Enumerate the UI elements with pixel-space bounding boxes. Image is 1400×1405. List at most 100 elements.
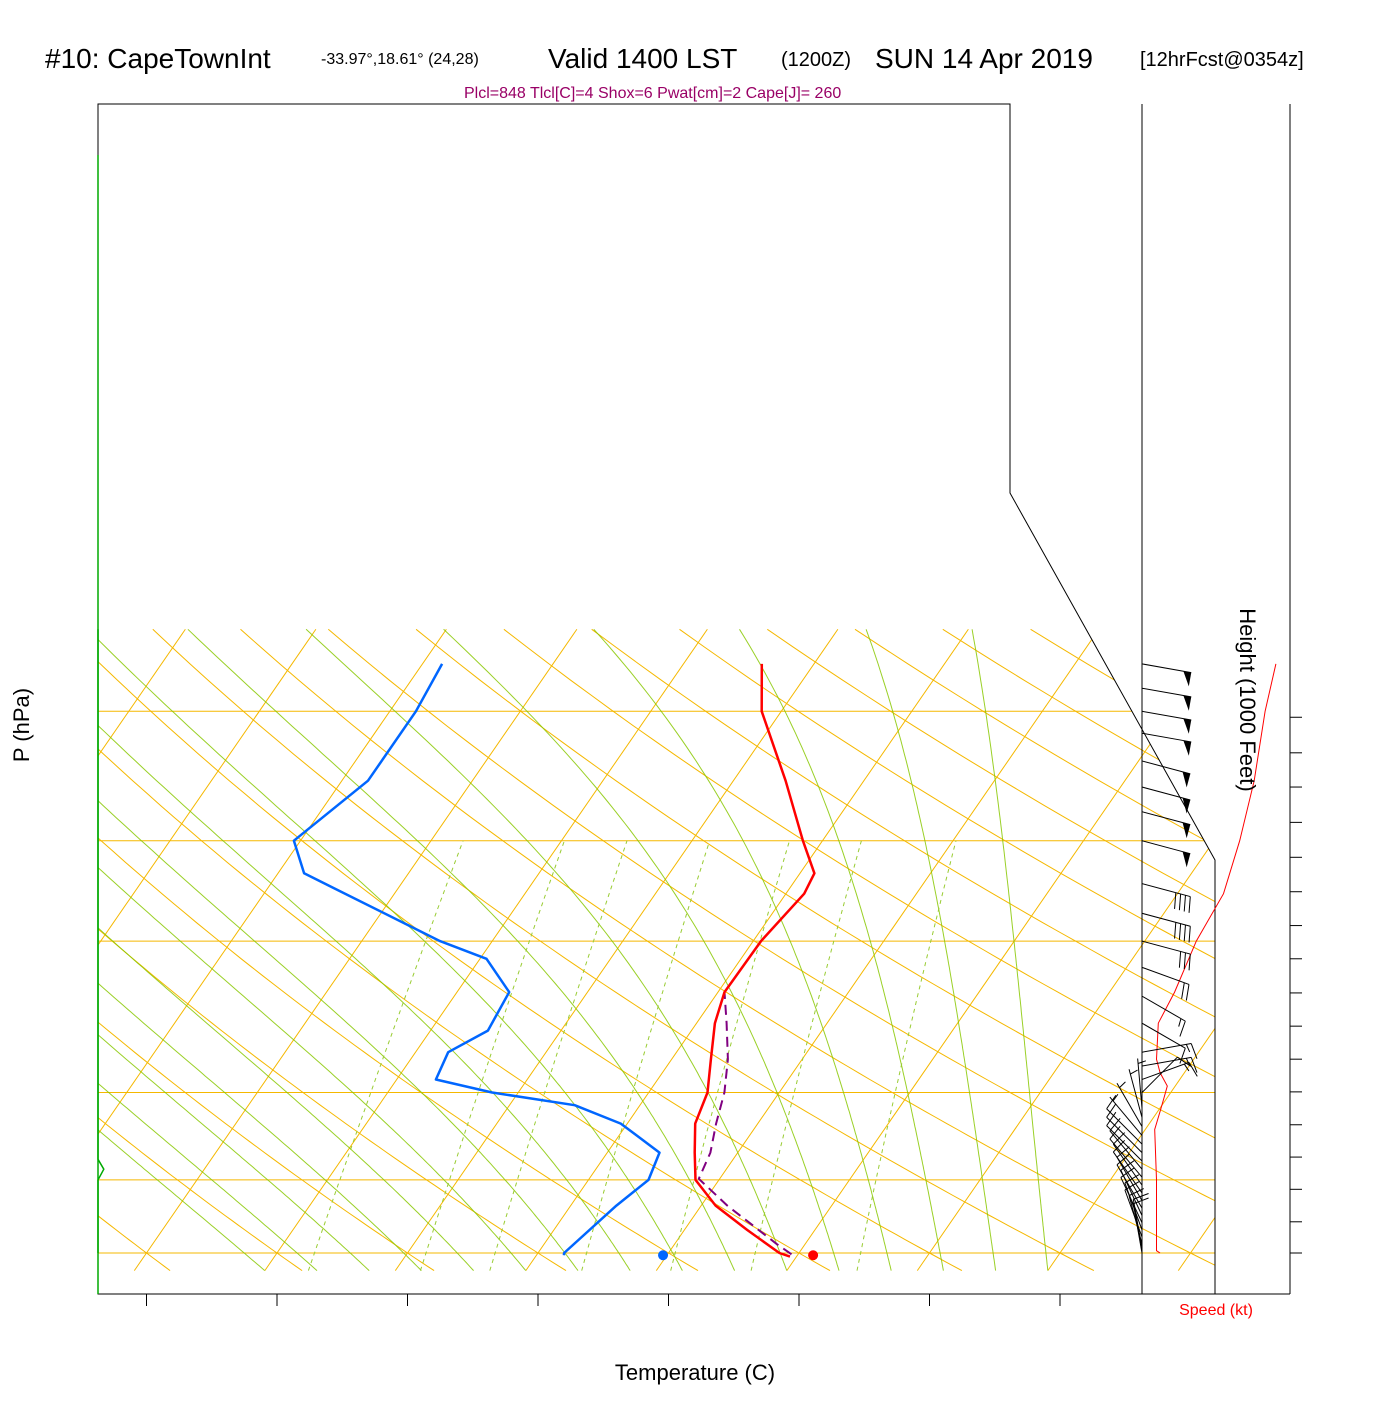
wind-barbs — [1107, 664, 1198, 1253]
valid-date: SUN 14 Apr 2019 — [875, 43, 1093, 74]
wind-barb-flag — [1183, 696, 1191, 711]
dry-adiabat — [0, 629, 698, 1270]
forecast-info: [12hrFcst@0354z] — [1140, 49, 1304, 71]
wind-barb-staff — [1142, 787, 1190, 800]
wind-barb-full — [1189, 897, 1190, 913]
wind-barb-full — [1175, 893, 1176, 909]
mixing-ratio-line — [490, 841, 627, 1271]
wind-barb-flag — [1183, 671, 1191, 686]
wind-barb — [1142, 884, 1190, 913]
moist-adiabat — [0, 629, 317, 1270]
wind-barb-staff — [1142, 688, 1191, 697]
isotherm-line — [134, 629, 577, 1270]
isotherm-line — [1048, 629, 1400, 1270]
dry-adiabat — [0, 629, 830, 1270]
dry-adiabat — [328, 629, 1358, 1270]
wind-barb-flag — [1183, 823, 1191, 839]
dry-adiabat — [504, 629, 1400, 1270]
moist-adiabat — [0, 629, 578, 1270]
wind-barb-half — [1130, 1070, 1137, 1074]
wind-barb-staff — [1142, 733, 1191, 742]
zulu-time: (1200Z) — [781, 49, 851, 71]
wind-barb-staff — [1142, 841, 1190, 854]
dry-adiabat — [0, 629, 566, 1270]
y-axis-title: P (hPa) — [9, 688, 34, 762]
isotherm-line — [4, 629, 447, 1270]
wind-barb-flag — [1183, 741, 1191, 756]
wind-barb-full — [1191, 1044, 1197, 1059]
moist-adiabat — [2, 629, 630, 1270]
isotherm-line — [1309, 629, 1400, 1270]
wind-speed-axis-title: Speed (kt) — [1179, 1302, 1253, 1319]
wind-barb-full — [1179, 951, 1180, 967]
isotherm-line — [265, 629, 708, 1270]
stability-indices: Plcl=848 Tlcl[C]=4 Shox=6 Pwat[cm]=2 Cap… — [464, 85, 841, 102]
surface-temperature-dot — [808, 1250, 818, 1260]
parcel-trace — [699, 992, 792, 1254]
wind-barb-full — [1189, 926, 1190, 942]
wind-barb — [1142, 967, 1189, 1000]
cloud-water-profile — [98, 155, 104, 1294]
wind-barb — [1142, 941, 1190, 970]
moist-adiabat — [0, 629, 421, 1270]
station-title: #10: CapeTownInt — [45, 43, 271, 74]
sounding-profiles — [294, 664, 818, 1260]
wind-barb — [1142, 913, 1190, 942]
dry-adiabat — [943, 629, 1400, 1270]
x-axis-title: Temperature (C) — [615, 1360, 775, 1385]
moist-adiabat — [866, 629, 996, 1270]
mixing-ratio-line — [420, 841, 564, 1271]
temperature-axis — [147, 1294, 1061, 1306]
wind-barb-staff — [1142, 664, 1191, 673]
wind-barb — [1142, 841, 1190, 867]
wind-barb — [1129, 1069, 1142, 1117]
wind-barb — [1142, 1044, 1197, 1059]
wind-barb-full — [1175, 922, 1176, 938]
wind-barb — [1142, 664, 1191, 686]
wind-barb-flag — [1183, 772, 1191, 788]
dry-adiabat — [592, 629, 1400, 1270]
wind-barb-full — [1179, 894, 1180, 910]
wind-barb — [1142, 711, 1191, 733]
wind-barb-full — [1180, 1021, 1185, 1036]
isotherm-line — [526, 629, 969, 1270]
dry-adiabat — [65, 629, 962, 1270]
wind-barb-staff — [1142, 1023, 1185, 1048]
wind-barb-staff — [1142, 812, 1190, 825]
wind-barb-full — [1184, 925, 1185, 941]
wind-barb-full — [1182, 983, 1185, 999]
surface-dewpoint-dot — [658, 1250, 668, 1260]
wind-barb-flag — [1183, 852, 1191, 868]
mixing-ratio-line — [582, 841, 710, 1271]
moist-adiabat — [594, 629, 891, 1270]
isotherm-line — [1178, 629, 1400, 1270]
wind-barb-half — [1120, 1082, 1126, 1088]
y2-axis-title: Height (1000 Feet) — [1235, 608, 1260, 791]
wind-barb-staff — [1129, 1069, 1142, 1117]
valid-time: Valid 1400 LST — [548, 43, 737, 74]
moist-adiabat — [0, 629, 369, 1270]
dry-adiabat — [767, 629, 1400, 1270]
height-axis — [1290, 717, 1302, 1253]
wind-barb-full — [1179, 924, 1180, 940]
isotherm-line — [0, 629, 316, 1270]
moist-adiabat — [0, 629, 474, 1270]
wind-barb-full — [1186, 984, 1189, 1000]
wind-barb — [1142, 996, 1185, 1036]
mixing-ratio-line — [671, 841, 790, 1271]
mixing-ratio-line — [857, 841, 956, 1271]
wind-barb-half — [1179, 1019, 1181, 1027]
dry-adiabat — [855, 629, 1400, 1270]
wind-barb — [1142, 688, 1191, 710]
wind-barb-staff — [1142, 913, 1190, 926]
wind-barb-full — [1184, 895, 1185, 911]
dry-adiabat — [0, 629, 434, 1270]
wind-barb-staff — [1138, 1059, 1142, 1109]
dry-adiabat — [241, 629, 1226, 1270]
wind-barb-staff — [1142, 941, 1190, 954]
wind-barb-staff — [1142, 996, 1185, 1021]
moist-adiabat — [88, 629, 683, 1270]
station-coords: -33.97°,18.61° (24,28) — [321, 51, 479, 68]
